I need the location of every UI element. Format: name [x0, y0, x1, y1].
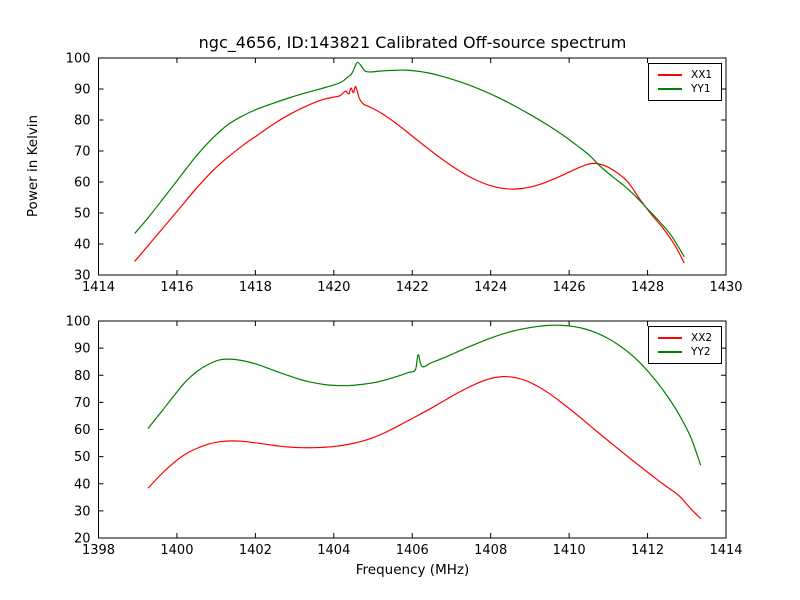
- x-tick-label: 1416: [160, 280, 193, 295]
- y-tick-label: 100: [66, 315, 91, 330]
- y-tick-label: 80: [74, 369, 91, 384]
- x-tick-label: 1428: [631, 280, 664, 295]
- subplot-top: 1414 1416 1418 1420 1422 1424 1426 1428 1430 30 40…: [66, 52, 743, 296]
- x-tick-label: 1406: [396, 543, 429, 558]
- y-tick-label: 50: [74, 450, 91, 465]
- legend-entry-yy1: YY1: [658, 82, 721, 96]
- axes-frame: [98, 57, 727, 276]
- xx1-line-swatch: [658, 74, 682, 76]
- legend-label-xx1: XX1: [691, 69, 713, 81]
- legend-entry-yy2: YY2: [658, 345, 721, 359]
- x-tick-label: 1426: [553, 280, 586, 295]
- x-tick-label: 1408: [474, 543, 507, 558]
- chart-title: ngc_4656, ID:143821 Calibrated Off-sourc…: [198, 33, 627, 52]
- y-tick-label: 30: [74, 504, 91, 519]
- x-tick-label: 1404: [317, 543, 350, 558]
- yy1-line: [134, 61, 685, 257]
- legend-label-yy1: YY1: [691, 83, 711, 95]
- y-tick-label: 30: [74, 269, 91, 284]
- yy2-line: [147, 324, 702, 466]
- x-tick-label: 1414: [709, 543, 742, 558]
- legend-entry-xx1: XX1: [658, 68, 721, 82]
- x-axis-label: Frequency (MHz): [355, 562, 470, 578]
- axes-frame: [98, 320, 727, 539]
- xx2-line-swatch: [658, 337, 682, 339]
- x-tick-label: 1400: [160, 543, 193, 558]
- y-tick-label: 50: [74, 207, 91, 222]
- x-tick-label: 1418: [239, 280, 272, 295]
- y-tick-label: 70: [74, 145, 91, 160]
- x-tick-label: 1430: [709, 280, 742, 295]
- legend-label-yy2: YY2: [691, 346, 711, 358]
- yy1-line-swatch: [658, 88, 682, 90]
- x-tick-label: 1412: [631, 543, 664, 558]
- y-tick-label: 90: [74, 83, 91, 98]
- x-tick-label: 1398: [82, 543, 115, 558]
- x-tick-label: 1420: [317, 280, 350, 295]
- y-tick-label: 20: [74, 532, 91, 547]
- legend-top: XX1 YY1: [648, 63, 722, 101]
- x-tick-label: 1414: [82, 280, 115, 295]
- yy2-line-swatch: [658, 351, 682, 353]
- x-tick-label: 1410: [553, 543, 586, 558]
- y-tick-label: 90: [74, 342, 91, 357]
- xx2-line: [147, 375, 702, 520]
- y-tick-label: 80: [74, 114, 91, 129]
- x-tick-label: 1402: [239, 543, 272, 558]
- legend-entry-xx2: XX2: [658, 331, 721, 345]
- y-tick-label: 70: [74, 396, 91, 411]
- x-tick-label: 1424: [474, 280, 507, 295]
- legend-label-xx2: XX2: [691, 332, 713, 344]
- y-tick-label: 60: [74, 176, 91, 191]
- y-tick-label: 60: [74, 423, 91, 438]
- xx1-line: [134, 85, 685, 264]
- y-tick-label: 100: [66, 52, 91, 67]
- legend-bottom: XX2 YY2: [648, 326, 722, 364]
- x-tick-label: 1422: [396, 280, 429, 295]
- y-axis-label: Power in Kelvin: [25, 114, 41, 218]
- y-tick-label: 40: [74, 238, 91, 253]
- subplot-bottom: 1398 1400 1402 1404 1406 1408 1410 1412 1414 20 30…: [66, 315, 743, 559]
- y-tick-label: 40: [74, 477, 91, 492]
